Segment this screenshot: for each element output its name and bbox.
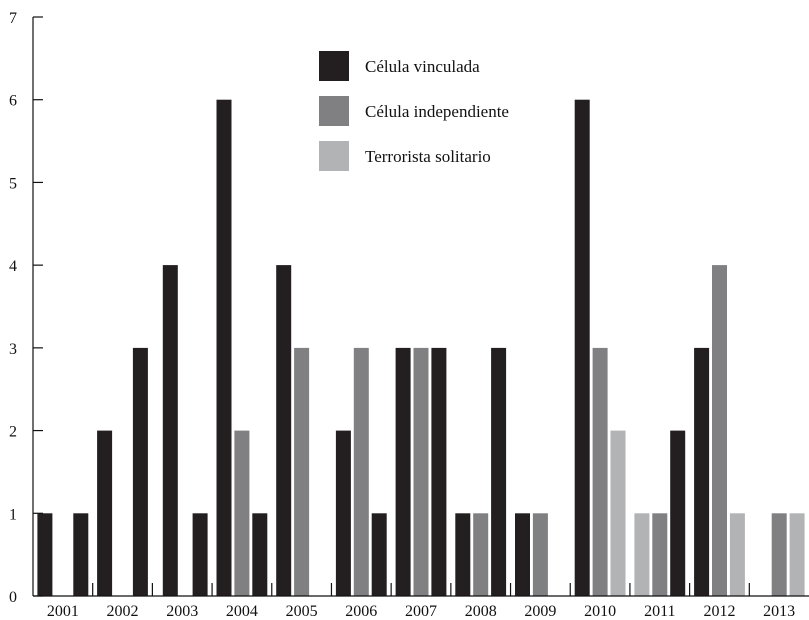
x-tick-label-2007: 2007	[405, 603, 437, 620]
x-tick-label-2010: 2010	[584, 603, 616, 620]
bar-celula-independiente-7	[234, 430, 250, 596]
x-tick-label-2006: 2006	[345, 603, 377, 620]
bar-celula-vinculada-4	[162, 265, 178, 596]
legend-label-2: Terrorista solitario	[365, 147, 491, 166]
bar-celula-independiente-10	[294, 347, 310, 596]
bar-celula-vinculada-16	[431, 347, 447, 596]
bar-terrorista-solitario-30	[729, 513, 745, 596]
bar-celula-vinculada-0	[37, 513, 53, 596]
bar-celula-independiente-21	[532, 513, 548, 596]
legend-swatch-1	[319, 96, 349, 126]
bar-celula-independiente-31	[771, 513, 787, 596]
bar-celula-independiente-15	[413, 347, 429, 596]
x-tick-label-2011: 2011	[644, 603, 675, 620]
legend-label-0: Célula vinculada	[365, 57, 480, 76]
x-tick-label-2009: 2009	[524, 603, 556, 620]
bar-celula-independiente-29	[712, 265, 727, 596]
bar-celula-independiente-26	[652, 513, 668, 596]
bar-celula-vinculada-3	[132, 347, 148, 596]
x-tick-label-2002: 2002	[107, 603, 139, 620]
bar-celula-vinculada-2	[97, 430, 113, 596]
bar-celula-vinculada-6	[216, 99, 232, 596]
y-tick-label-7: 7	[9, 10, 17, 27]
axes-group: 0 1 2 3 4 5 6 7 2001 2002 2003 2004 2005 2006 2007 2008…	[9, 10, 809, 620]
y-tick-label-0: 0	[9, 589, 17, 606]
x-tick-label-2003: 2003	[166, 603, 198, 620]
legend-swatch-2	[319, 141, 349, 171]
bar-terrorista-solitario-25	[634, 513, 650, 596]
x-tick-label-2004: 2004	[226, 603, 258, 620]
bar-celula-vinculada-11	[335, 430, 351, 596]
bar-celula-independiente-18	[473, 513, 489, 596]
bar-celula-independiente-23	[592, 347, 608, 596]
bar-celula-vinculada-28	[694, 347, 710, 596]
y-tick-label-2: 2	[9, 424, 17, 441]
x-tick-label-2001: 2001	[47, 603, 79, 620]
x-tick-label-2005: 2005	[286, 603, 318, 620]
y-tick-label-1: 1	[9, 506, 17, 523]
y-tick-label-5: 5	[9, 175, 17, 192]
x-tick-label-2012: 2012	[703, 603, 735, 620]
bar-terrorista-solitario-32	[789, 513, 805, 596]
legend-swatch-0	[319, 51, 349, 81]
bar-celula-vinculada-13	[371, 513, 387, 596]
bar-celula-vinculada-27	[670, 430, 686, 596]
bar-celula-vinculada-8	[252, 513, 268, 596]
bar-terrorista-solitario-24	[610, 430, 626, 596]
bar-celula-vinculada-5	[192, 513, 208, 596]
bars-group	[37, 99, 805, 596]
y-tick-label-3: 3	[9, 341, 17, 358]
bar-celula-vinculada-22	[574, 99, 590, 596]
x-tick-label-2008: 2008	[465, 603, 497, 620]
bar-celula-vinculada-19	[491, 347, 507, 596]
bar-celula-vinculada-14	[395, 347, 411, 596]
legend: Célula vinculada Célula independiente Terr…	[319, 51, 509, 171]
bar-celula-vinculada-1	[73, 513, 89, 596]
x-tick-label-2013: 2013	[763, 603, 795, 620]
y-tick-label-4: 4	[9, 258, 17, 275]
legend-label-1: Célula independiente	[365, 102, 509, 121]
bar-celula-vinculada-17	[455, 513, 471, 596]
bar-celula-independiente-12	[353, 347, 369, 596]
y-tick-label-6: 6	[9, 93, 17, 110]
bar-celula-vinculada-20	[515, 513, 530, 596]
bar-celula-vinculada-9	[276, 265, 292, 596]
